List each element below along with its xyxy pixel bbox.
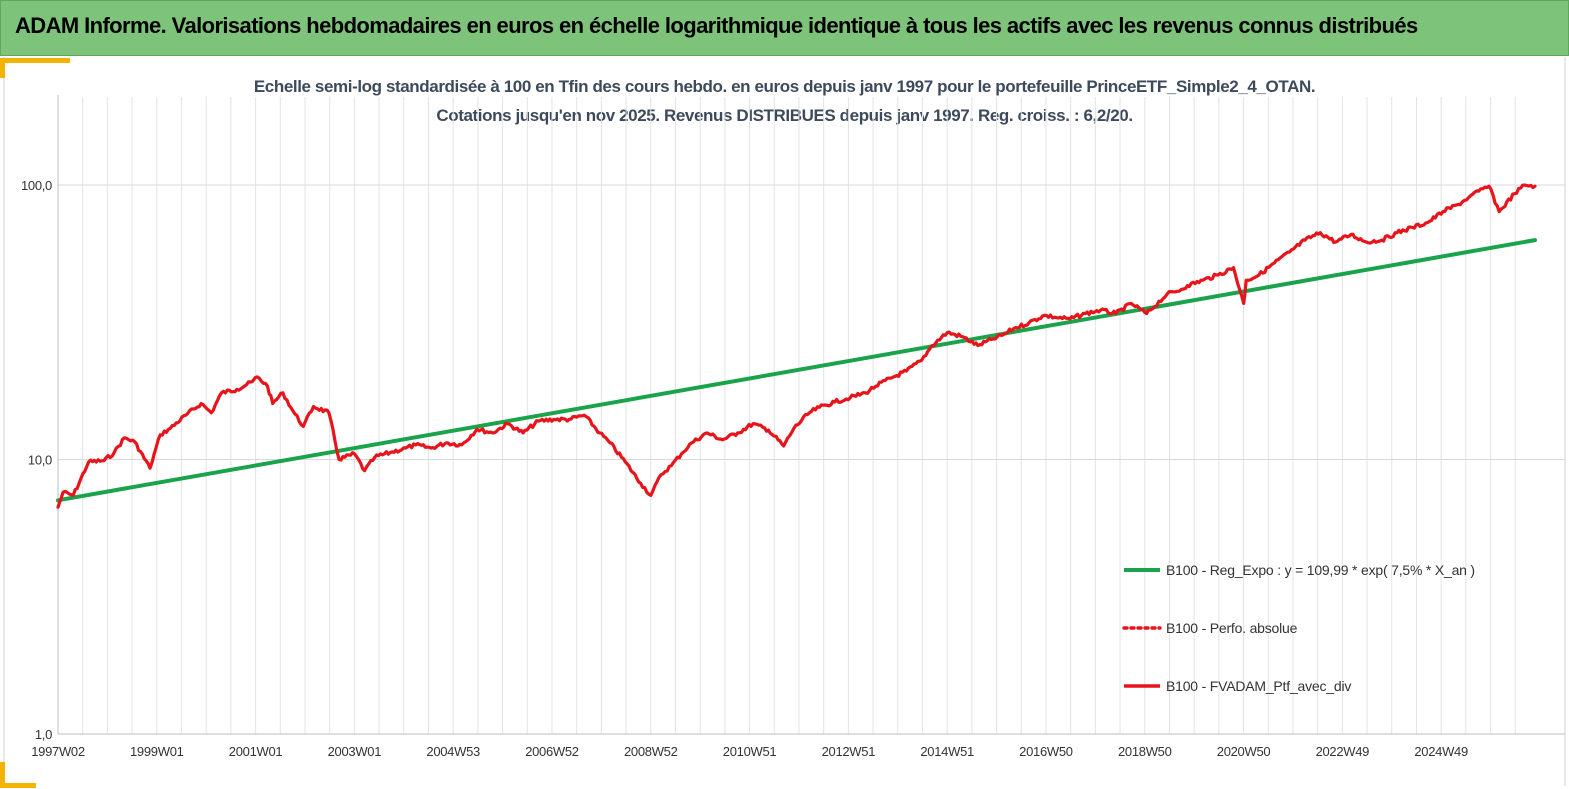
x-tick-label: 2012W51 <box>822 744 876 759</box>
header-banner: ADAM Informe. Valorisations hebdomadaire… <box>0 0 1569 56</box>
accent-corner-bottom <box>0 783 36 788</box>
x-tick-label: 1999W01 <box>130 744 184 759</box>
chart-frame <box>3 57 1566 786</box>
grid <box>57 97 1565 735</box>
page-title: ADAM Informe. Valorisations hebdomadaire… <box>15 13 1418 38</box>
accent-corner-top <box>0 58 70 63</box>
accent-corner-bottom-vertical <box>0 762 5 788</box>
y-tick-label: 10,0 <box>28 453 52 468</box>
x-tick-label: 2004W53 <box>426 744 480 759</box>
chart-subtitle: Cotations jusqu'en nov 2025. Revenus DIS… <box>436 106 1133 125</box>
x-tick-label: 2008W52 <box>624 744 678 759</box>
x-tick-label: 2024W49 <box>1414 744 1468 759</box>
legend-label: B100 - FVADAM_Ptf_avec_div <box>1166 678 1351 694</box>
x-tick-label: 2003W01 <box>328 744 382 759</box>
y-tick-label: 1,0 <box>35 727 52 742</box>
x-tick-label: 2001W01 <box>229 744 283 759</box>
accent-corner-top-vertical <box>0 58 5 78</box>
x-tick-label: 2006W52 <box>525 744 579 759</box>
regression-line <box>56 238 1537 503</box>
x-tick-label: 2018W50 <box>1118 744 1172 759</box>
chart-title: Echelle semi-log standardisée à 100 en T… <box>253 77 1316 96</box>
x-tick-label: 2022W49 <box>1316 744 1370 759</box>
x-tick-label: 2016W50 <box>1019 744 1073 759</box>
legend-label: B100 - Reg_Expo : y = 109,99 * exp( 7,5%… <box>1166 562 1475 578</box>
portfolio-line <box>56 183 1537 509</box>
legend: B100 - Reg_Expo : y = 109,99 * exp( 7,5%… <box>1122 562 1475 694</box>
axes: 1,0 10,0 100,0 1997W02 1999W01 2001W01 2003W01… <box>21 95 1565 759</box>
x-tick-label: 1997W02 <box>31 744 85 759</box>
legend-label: B100 - Perfo. absolue <box>1166 620 1298 636</box>
x-tick-label: 2010W51 <box>723 744 777 759</box>
x-tick-label: 2014W51 <box>920 744 974 759</box>
x-tick-label: 2020W50 <box>1217 744 1271 759</box>
y-tick-label: 100,0 <box>21 178 52 193</box>
series <box>56 183 1537 509</box>
